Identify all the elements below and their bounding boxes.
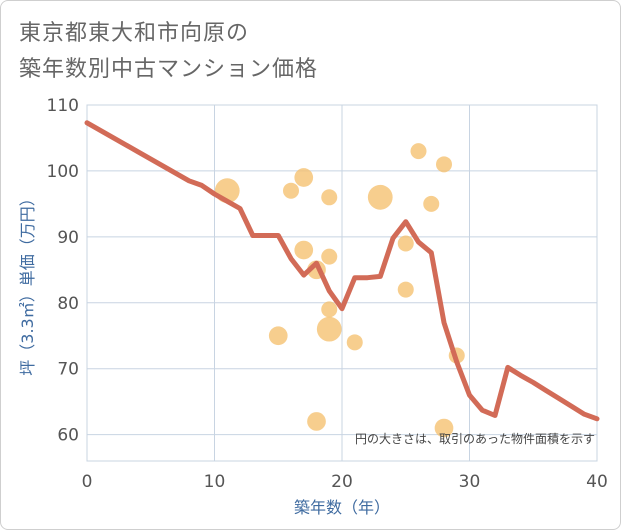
y-axis-label: 坪（3.3㎡）単価（万円） <box>18 190 37 375</box>
data-bubble <box>434 418 454 438</box>
data-bubble <box>321 248 338 265</box>
y-tick-label: 110 <box>47 96 79 116</box>
data-bubble <box>294 240 314 260</box>
x-tick-label: 40 <box>586 472 608 492</box>
data-bubble <box>397 235 414 252</box>
y-tick-label: 60 <box>57 426 79 446</box>
chart-title-line2: 築年数別中古マンション価格 <box>19 57 319 82</box>
data-bubble <box>294 168 314 187</box>
bubble-layer <box>214 143 465 438</box>
data-bubble <box>367 184 393 210</box>
chart-title-line1: 東京都東大和市向原の <box>19 21 250 46</box>
data-bubble <box>283 182 299 199</box>
y-tick-label: 70 <box>57 360 79 380</box>
grid-lines <box>86 104 598 462</box>
data-bubble <box>397 281 414 298</box>
x-tick-label: 30 <box>459 472 481 492</box>
x-tick-label: 20 <box>331 472 353 492</box>
data-bubble <box>316 316 342 342</box>
tick-labels: 0 10 20 30 40 60 70 80 90 100 110 <box>47 96 608 492</box>
data-bubble <box>321 301 338 318</box>
x-axis-label: 築年数（年） <box>294 498 390 517</box>
data-bubble <box>321 189 338 206</box>
data-bubble <box>436 156 452 173</box>
y-tick-label: 80 <box>57 294 79 314</box>
data-bubble <box>423 195 440 212</box>
data-bubble <box>346 334 363 351</box>
data-bubble <box>307 412 326 431</box>
size-note: 円の大きさは、取引のあった物件面積を示す <box>355 431 595 446</box>
x-tick-label: 10 <box>204 472 226 492</box>
data-bubble <box>410 143 427 160</box>
x-tick-label: 0 <box>82 472 93 492</box>
y-tick-label: 100 <box>47 162 79 182</box>
data-bubble <box>268 326 288 346</box>
y-tick-label: 90 <box>57 228 79 248</box>
trend-line <box>84 120 600 422</box>
